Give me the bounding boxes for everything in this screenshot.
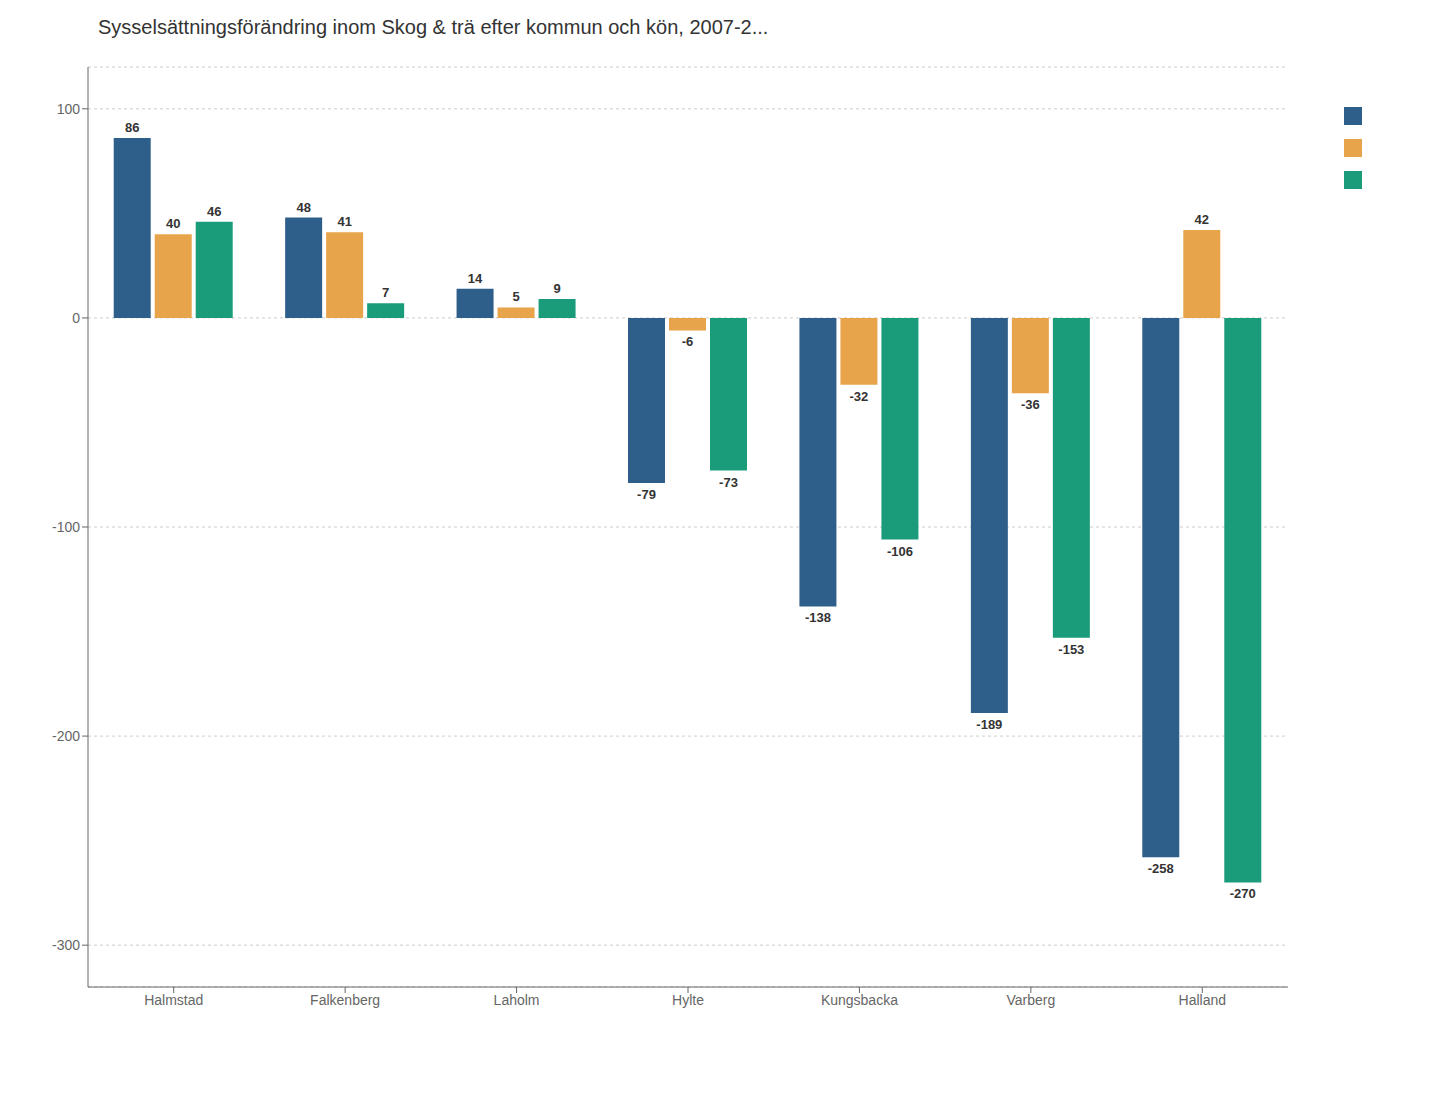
- svg-text:9: 9: [553, 281, 560, 296]
- svg-text:-36: -36: [1021, 397, 1040, 412]
- svg-text:-106: -106: [887, 544, 913, 559]
- svg-text:Falkenberg: Falkenberg: [310, 992, 380, 1008]
- svg-text:7: 7: [382, 285, 389, 300]
- svg-text:-189: -189: [976, 717, 1002, 732]
- svg-text:Hylte: Hylte: [672, 992, 704, 1008]
- svg-text:-73: -73: [719, 475, 738, 490]
- svg-text:-32: -32: [850, 389, 869, 404]
- svg-text:Varberg: Varberg: [1006, 992, 1055, 1008]
- svg-text:-138: -138: [805, 610, 831, 625]
- svg-text:100: 100: [57, 101, 81, 117]
- svg-text:-153: -153: [1058, 642, 1084, 657]
- svg-text:86: 86: [125, 120, 139, 135]
- svg-text:46: 46: [207, 204, 221, 219]
- svg-text:48: 48: [296, 200, 310, 215]
- svg-text:Laholm: Laholm: [494, 992, 540, 1008]
- svg-text:-79: -79: [637, 487, 656, 502]
- svg-text:-6: -6: [682, 334, 694, 349]
- svg-text:0: 0: [72, 310, 80, 326]
- svg-text:40: 40: [166, 216, 180, 231]
- svg-text:-270: -270: [1230, 886, 1256, 901]
- svg-text:42: 42: [1195, 212, 1209, 227]
- svg-text:41: 41: [337, 214, 351, 229]
- svg-text:5: 5: [512, 289, 519, 304]
- svg-text:-200: -200: [52, 728, 80, 744]
- html-text:Sysselsättningsförändring inom: Sysselsättningsförändring inom Skog & tr…: [98, 16, 769, 38]
- svg-text:-258: -258: [1148, 861, 1174, 876]
- svg-text:Kungsbacka: Kungsbacka: [821, 992, 898, 1008]
- svg-text:14: 14: [468, 271, 483, 286]
- svg-text:-300: -300: [52, 937, 80, 953]
- svg-text:Halmstad: Halmstad: [144, 992, 203, 1008]
- svg-text:-100: -100: [52, 519, 80, 535]
- svg-text:Halland: Halland: [1179, 992, 1226, 1008]
